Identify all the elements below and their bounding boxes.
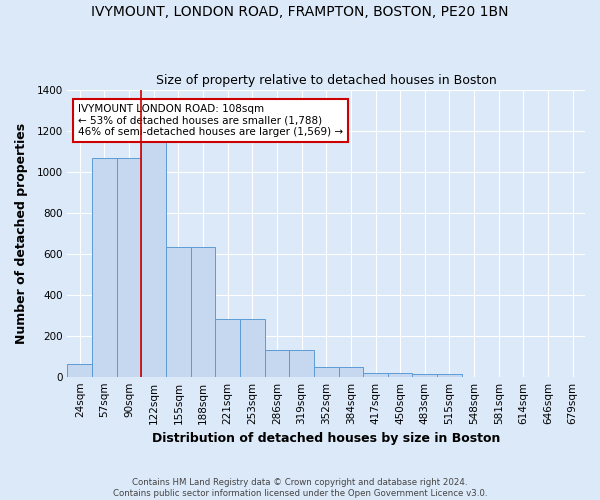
Text: IVYMOUNT LONDON ROAD: 108sqm
← 53% of detached houses are smaller (1,788)
46% of: IVYMOUNT LONDON ROAD: 108sqm ← 53% of de… [78, 104, 343, 137]
Text: IVYMOUNT, LONDON ROAD, FRAMPTON, BOSTON, PE20 1BN: IVYMOUNT, LONDON ROAD, FRAMPTON, BOSTON,… [91, 5, 509, 19]
Bar [240, 320, 265, 376]
Title: Size of property relative to detached houses in Boston: Size of property relative to detached ho… [156, 74, 497, 87]
Bar [338, 368, 363, 376]
Y-axis label: Number of detached properties: Number of detached properties [15, 122, 28, 344]
Bar [142, 118, 166, 376]
Bar [437, 374, 462, 376]
Bar [166, 248, 191, 376]
Bar [67, 364, 92, 376]
Bar [191, 248, 215, 376]
Bar [314, 368, 338, 376]
Bar [289, 350, 314, 376]
Bar [265, 350, 289, 376]
Text: Contains HM Land Registry data © Crown copyright and database right 2024.
Contai: Contains HM Land Registry data © Crown c… [113, 478, 487, 498]
Bar [92, 158, 117, 376]
Bar [363, 373, 388, 376]
Bar [388, 373, 412, 376]
X-axis label: Distribution of detached houses by size in Boston: Distribution of detached houses by size … [152, 432, 500, 445]
Bar [412, 374, 437, 376]
Bar [117, 158, 142, 376]
Bar [215, 320, 240, 376]
